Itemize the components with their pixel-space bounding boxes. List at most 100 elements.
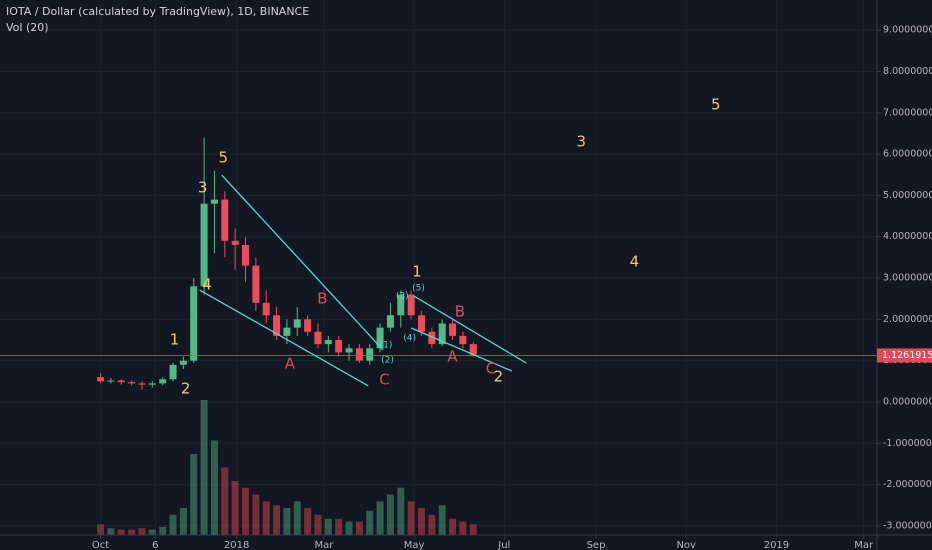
- volume-bar: [169, 514, 177, 535]
- candle-body: [366, 348, 374, 361]
- last-price-label: 1.12619153: [882, 350, 932, 361]
- candle-body: [355, 348, 363, 361]
- y-tick-label: 7.00000000: [883, 107, 932, 118]
- volume-bar: [221, 467, 229, 535]
- volume-bar: [128, 529, 136, 535]
- candle-body: [252, 265, 260, 303]
- wave-label: 2: [181, 380, 191, 398]
- candle-body: [314, 331, 322, 345]
- wave-label: A: [285, 354, 296, 372]
- volume-bar: [138, 528, 146, 535]
- trend-line: [199, 289, 369, 387]
- x-tick-label: Mar: [854, 540, 874, 550]
- volume-bar: [397, 487, 405, 535]
- y-tick-label: -1.00000000: [883, 438, 932, 449]
- volume-bar: [417, 508, 425, 535]
- y-tick-label: 4.00000000: [883, 231, 932, 242]
- volume-bar: [210, 440, 218, 535]
- wave-label: 4: [630, 252, 640, 270]
- volume-bar: [449, 518, 457, 535]
- chart-title: IOTA / Dollar (calculated by TradingView…: [6, 5, 309, 18]
- candle-body: [304, 319, 312, 332]
- volume-bar: [200, 400, 208, 535]
- volume-bar: [428, 514, 436, 535]
- volume-bar: [324, 518, 332, 535]
- x-tick-label: 2019: [764, 540, 789, 550]
- wave-label: 4: [202, 276, 212, 294]
- wave-label: 3: [198, 178, 208, 196]
- candle-body: [273, 315, 281, 336]
- volume-bar: [335, 518, 343, 535]
- volume-bar: [273, 505, 281, 535]
- wave-label: 1: [170, 331, 180, 349]
- volume-bar: [159, 526, 167, 535]
- candle-body: [190, 286, 198, 361]
- volume-title: Vol (20): [6, 21, 49, 34]
- volume-bar: [117, 529, 125, 535]
- candle-body: [148, 383, 156, 385]
- volume-bar: [293, 501, 301, 535]
- candle-body: [407, 294, 415, 316]
- volume-bar: [386, 494, 394, 535]
- wave-label: 1: [412, 262, 422, 280]
- volume-bar: [262, 501, 270, 535]
- candle-body: [428, 331, 436, 345]
- wave-label: 5: [711, 95, 721, 113]
- volume-layer: [97, 400, 477, 535]
- y-tick-label: 2.00000000: [883, 314, 932, 325]
- wave-label: (3): [396, 292, 409, 302]
- wave-label: A: [447, 347, 458, 365]
- grid: [0, 0, 877, 535]
- candle-body: [231, 240, 239, 245]
- volume-bar: [179, 508, 187, 535]
- candle-body: [179, 360, 187, 365]
- x-tick-label: May: [404, 540, 425, 550]
- wave-label: (4): [403, 333, 416, 343]
- wave-label: (2): [381, 355, 394, 365]
- volume-bar: [459, 521, 467, 535]
- last-price-box: [877, 348, 932, 363]
- wave-label: 5: [219, 149, 229, 167]
- volume-bar: [97, 524, 105, 535]
- y-tick-label: 5.00000000: [883, 190, 932, 201]
- y-tick-label: 8.00000000: [883, 66, 932, 77]
- candle-body: [283, 327, 291, 336]
- x-tick-label: Nov: [676, 540, 696, 550]
- candle-body: [449, 323, 457, 336]
- candle-body: [262, 302, 270, 316]
- wave-label: (5): [412, 283, 425, 293]
- candle-body: [386, 315, 394, 328]
- x-tick-label: Mar: [314, 540, 334, 550]
- candle-body: [417, 315, 425, 332]
- volume-bar: [366, 510, 374, 535]
- volume-bar: [252, 494, 260, 535]
- x-tick-label: Sep: [587, 540, 606, 550]
- x-tick-label: 6: [152, 540, 158, 550]
- volume-bar: [190, 454, 198, 535]
- candle-body: [438, 323, 446, 345]
- candle-body: [345, 348, 353, 353]
- volume-bar: [242, 487, 250, 535]
- volume-bar: [345, 521, 353, 535]
- y-tick-label: 0.00000000: [883, 396, 932, 407]
- volume-bar: [304, 508, 312, 535]
- candle-body: [117, 380, 125, 383]
- candle-body: [159, 379, 167, 384]
- y-tick-label: 3.00000000: [883, 273, 932, 284]
- candle-body: [335, 340, 343, 353]
- y-tick-label: 9.00000000: [883, 25, 932, 36]
- candle-body: [376, 327, 384, 349]
- x-tick-label: 2018: [224, 540, 249, 550]
- axes-layer: -3.00000000 -2.00000000 -1.00000000 0.00000…: [92, 25, 932, 550]
- volume-bar: [148, 529, 156, 535]
- y-tick-label: -3.00000000: [883, 520, 932, 531]
- wave-label: C: [379, 371, 389, 389]
- wave-label: C: [486, 359, 496, 377]
- volume-bar: [376, 501, 384, 535]
- y-tick-label: -2.00000000: [883, 479, 932, 490]
- x-tick-label: Jul: [497, 540, 510, 550]
- candle-body: [210, 199, 218, 204]
- wave-label: 3: [576, 133, 586, 151]
- volume-bar: [107, 528, 115, 535]
